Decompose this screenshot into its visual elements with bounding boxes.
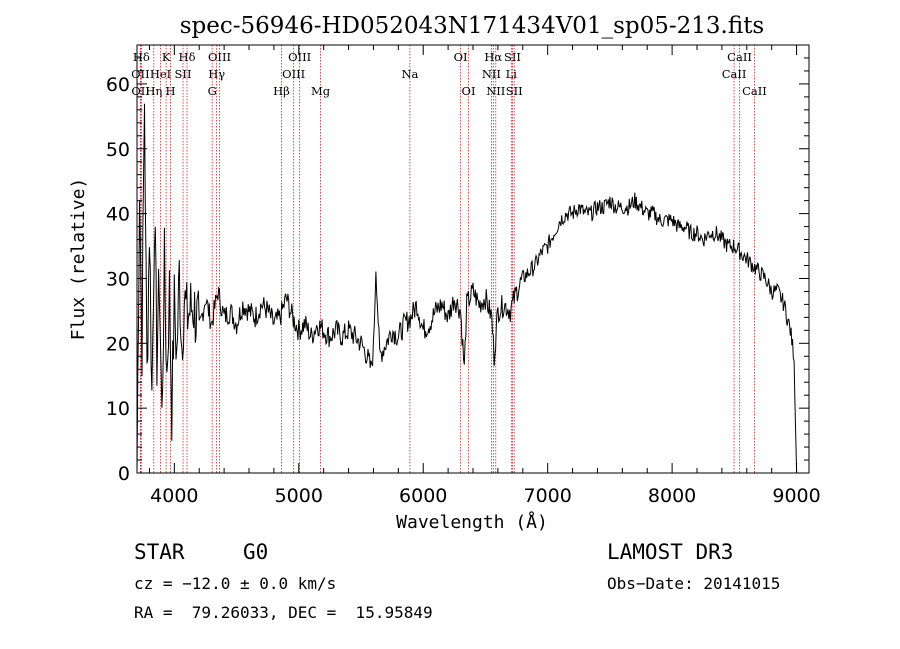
class-label: STAR xyxy=(134,540,185,564)
coordinates: RA = 79.26033, DEC = 15.95849 xyxy=(134,603,433,622)
y-tick-label: 20 xyxy=(106,333,130,355)
line-marker-label: Na xyxy=(401,67,418,81)
survey-label: LAMOST DR3 xyxy=(607,540,734,564)
line-marker-label: Hβ xyxy=(273,84,290,98)
line-marker-label: Mg xyxy=(311,84,331,98)
y-tick-label: 30 xyxy=(106,268,130,290)
subclass-label: G0 xyxy=(243,540,269,564)
x-tick-label: 4000 xyxy=(150,485,198,507)
x-tick-label: 7000 xyxy=(523,485,571,507)
x-tick-label: 8000 xyxy=(648,485,696,507)
line-marker-label: CaII xyxy=(742,84,767,98)
line-marker-label: H xyxy=(165,84,175,98)
chart-title: spec-56946-HD052043N171434V01_sp05-213.f… xyxy=(180,13,765,39)
spectrum-line xyxy=(136,103,798,474)
y-tick-label: 60 xyxy=(106,74,130,96)
line-marker-label: NII xyxy=(482,67,501,81)
line-marker-label: Hη xyxy=(145,84,162,98)
line-marker-label: K xyxy=(162,50,171,64)
line-marker-label: HeI xyxy=(150,67,171,81)
y-axis-label: Flux (relative) xyxy=(68,178,89,341)
line-marker-label: OII xyxy=(131,84,150,98)
x-axis-label: Wavelength (Å) xyxy=(396,511,548,533)
x-tick-label: 9000 xyxy=(772,485,820,507)
line-marker-label: OI xyxy=(462,84,476,98)
line-marker-label: SII xyxy=(175,67,192,81)
line-marker-label: SII xyxy=(504,50,521,64)
line-marker-label: Hδ xyxy=(179,50,196,64)
obs-date: Obs−Date: 20141015 xyxy=(607,574,781,593)
cz-value: cz = −12.0 ± 0.0 km/s xyxy=(134,574,337,593)
line-marker-label: Hδ xyxy=(133,50,150,64)
line-marker-label: Li xyxy=(506,67,518,81)
x-tick-label: 5000 xyxy=(275,485,323,507)
line-marker-label: Hγ xyxy=(208,67,225,81)
line-marker-label: SII xyxy=(506,84,523,98)
line-marker-label: OII xyxy=(131,67,150,81)
x-tick-label: 6000 xyxy=(399,485,447,507)
x-axis-ticks: 4000 5000 6000 7000 8000 9000 xyxy=(148,45,821,507)
plot-frame xyxy=(136,44,810,474)
line-marker-label: Hα xyxy=(484,50,502,64)
line-marker-label: OIII xyxy=(282,67,305,81)
line-marker-label: OI xyxy=(454,50,468,64)
y-tick-label: 50 xyxy=(106,139,130,161)
line-marker-label: NII xyxy=(486,84,505,98)
y-axis-ticks: 0 10 20 30 40 50 60 xyxy=(106,57,809,485)
line-marker-label: G xyxy=(208,84,217,98)
line-markers xyxy=(139,45,755,473)
line-marker-label: CaII xyxy=(722,67,747,81)
y-tick-label: 10 xyxy=(106,398,130,420)
spectrum-chart: spec-56946-HD052043N171434V01_sp05-213.f… xyxy=(68,13,821,533)
y-tick-label: 0 xyxy=(118,463,130,485)
y-tick-label: 40 xyxy=(106,204,130,226)
line-marker-label: OIII xyxy=(288,50,311,64)
line-marker-label: OIII xyxy=(208,50,231,64)
line-marker-label: CaII xyxy=(727,50,752,64)
